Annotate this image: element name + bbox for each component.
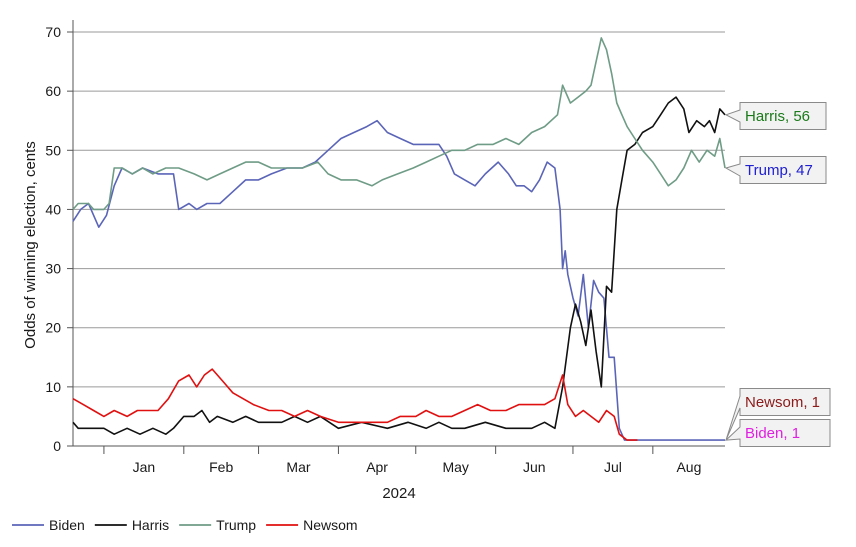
gridlines [73,31,725,388]
x-tick-label: Aug [676,459,701,475]
y-tick-label: 70 [45,24,61,40]
x-axis-title: 2024 [382,485,415,502]
legend-item-biden: Biden [12,517,85,533]
end-label-text: Trump, 47 [745,162,813,179]
legend: Biden Harris Trump Newsom [12,517,358,533]
end-label-box [724,102,827,130]
end-label-harris: Harris, 56 [724,102,827,130]
axes [67,20,725,454]
legend-label: Harris [132,517,169,533]
end-label-trump: Trump, 47 [724,156,827,184]
x-tick-label: Jun [523,459,546,475]
end-label-box [724,419,831,447]
x-tick-label: Mar [286,459,310,475]
end-label-box [725,388,831,441]
y-tick-label: 60 [45,83,61,99]
y-tick-label: 10 [45,379,61,395]
x-tick-label: Jul [604,459,622,475]
legend-label: Biden [49,517,85,533]
y-tick-label: 0 [53,438,61,454]
end-label-text: Biden, 1 [745,425,800,442]
legend-label: Trump [216,517,256,533]
end-label-text: Newsom, 1 [745,394,820,411]
end-value-labels: Harris, 56 Trump, 47 Newsom, 1 Biden, 1 [724,102,831,447]
x-tick-label: Feb [209,459,233,475]
legend-item-newsom: Newsom [266,517,358,533]
series-line-biden [72,119,725,441]
x-tick-label: Apr [366,459,388,475]
y-axis-tick-labels: 0 10 20 30 40 50 60 70 [45,24,61,454]
series-line-harris [72,96,726,435]
x-tick-label: May [442,459,468,475]
y-tick-label: 30 [45,261,61,277]
y-tick-label: 20 [45,320,61,336]
end-label-box [724,156,827,184]
end-label-text: Harris, 56 [745,108,810,125]
x-tick-label: Jan [133,459,156,475]
x-axis-tick-labels: Jan Feb Mar Apr May Jun Jul Aug [133,459,702,475]
end-label-newsom: Newsom, 1 [725,388,831,441]
y-tick-label: 40 [45,201,61,217]
y-tick-label: 50 [45,142,61,158]
legend-item-harris: Harris [94,517,169,533]
legend-label: Newsom [303,517,357,533]
series-line-newsom [72,368,638,441]
end-label-biden: Biden, 1 [724,419,831,447]
legend-item-trump: Trump [179,517,256,533]
y-axis-title: Odds of winning election, cents [22,141,39,349]
series-lines [72,37,726,441]
series-line-trump [72,37,726,211]
